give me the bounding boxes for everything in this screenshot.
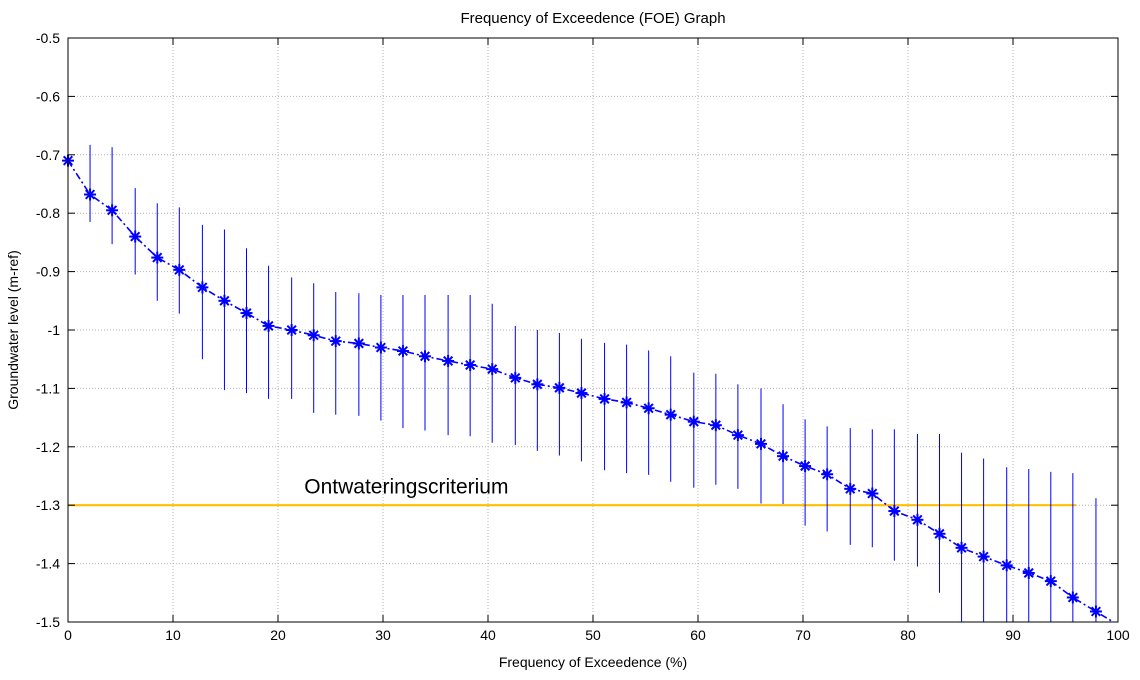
- x-tick-label: 100: [1106, 627, 1130, 643]
- data-point: [106, 204, 119, 217]
- data-point: [509, 371, 522, 384]
- data-point: [620, 396, 633, 409]
- x-tick-label: 30: [375, 627, 391, 643]
- data-point: [642, 402, 655, 415]
- data-point: [84, 188, 97, 201]
- y-tick-label: -1.1: [36, 380, 60, 396]
- data-point: [709, 419, 722, 432]
- x-tick-label: 50: [585, 627, 601, 643]
- y-tick-label: -0.5: [36, 30, 60, 46]
- data-point: [888, 505, 901, 518]
- x-tick-label: 70: [795, 627, 811, 643]
- axes: [67, 37, 1119, 623]
- data-point: [575, 387, 588, 400]
- data-point: [553, 381, 566, 394]
- data-point: [755, 437, 767, 450]
- data-point: [396, 345, 409, 358]
- data-point: [955, 541, 968, 554]
- x-axis-label: Frequency of Exceedence (%): [499, 654, 687, 670]
- reference-line-label: Ontwateringscriterium: [304, 476, 508, 499]
- data-point: [196, 281, 209, 294]
- data-point: [844, 482, 857, 495]
- data-point: [1044, 575, 1057, 588]
- y-tick-label: -1.5: [36, 614, 60, 630]
- data-point: [866, 487, 879, 500]
- data-point: [486, 363, 499, 376]
- data-point: [285, 324, 298, 336]
- data-point: [307, 329, 320, 342]
- chart-title: Frequency of Exceedence (FOE) Graph: [460, 10, 725, 27]
- y-tick-label: -1.4: [36, 556, 60, 572]
- data-point: [799, 460, 812, 473]
- data-point: [262, 319, 275, 332]
- data-point: [1000, 559, 1013, 572]
- y-tick-label: -0.9: [36, 264, 60, 280]
- tick-labels: 0 10 20 30 40 50 60 70 80 90 100 -0.5 -0.6 -0.7 -0.8 -0…: [36, 30, 1130, 643]
- data-point: [129, 230, 142, 243]
- y-tick-label: -0.7: [36, 147, 60, 163]
- data-point: [442, 354, 455, 367]
- data-point: [218, 294, 231, 307]
- grid: [68, 38, 1118, 622]
- data-point: [598, 392, 611, 405]
- data-point: [731, 429, 744, 442]
- data-point: [352, 337, 365, 350]
- y-tick-label: -0.6: [36, 88, 60, 104]
- data-point: [664, 408, 677, 421]
- data-point: [464, 359, 477, 372]
- data-point: [777, 450, 790, 463]
- data-point: [821, 468, 834, 481]
- data-point: [419, 350, 431, 363]
- x-tick-label: 60: [690, 627, 706, 643]
- data-point: [240, 307, 253, 320]
- x-tick-label: 20: [270, 627, 286, 643]
- data-point: [1066, 591, 1079, 604]
- x-tick-label: 90: [1005, 627, 1021, 643]
- data-point: [1022, 566, 1035, 579]
- data-point: [911, 513, 924, 526]
- data-point: [531, 378, 544, 391]
- data-point: [977, 550, 990, 563]
- y-tick-label: -1.3: [36, 497, 60, 513]
- x-tick-label: 0: [64, 627, 72, 643]
- data-point: [151, 251, 164, 264]
- data-point: [687, 415, 700, 428]
- data-point: [933, 527, 946, 540]
- y-axis-label: Groundwater level (m-ref): [5, 250, 21, 410]
- y-tick-label: -1: [48, 322, 61, 338]
- data-point: [1089, 605, 1102, 618]
- data-point: [173, 263, 186, 276]
- data-point: [374, 341, 387, 354]
- data-point: [329, 335, 342, 348]
- x-tick-label: 10: [165, 627, 181, 643]
- series-markers: [62, 154, 1102, 618]
- x-tick-label: 80: [900, 627, 916, 643]
- y-tick-label: -0.8: [36, 205, 60, 221]
- x-tick-label: 40: [480, 627, 496, 643]
- y-tick-label: -1.2: [36, 439, 60, 455]
